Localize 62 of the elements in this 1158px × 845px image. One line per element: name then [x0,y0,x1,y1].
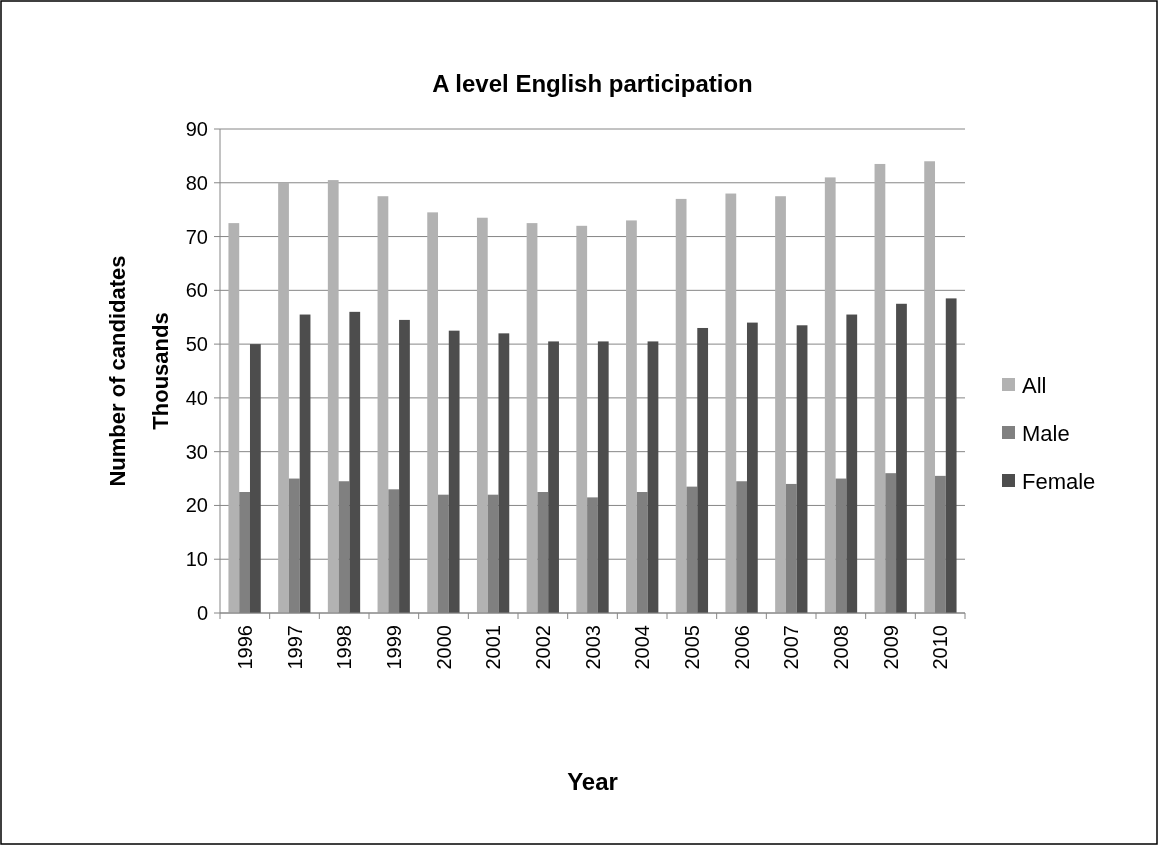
bar [675,198,687,613]
y-tick-label: 40 [185,386,208,409]
y-tick-label: 70 [185,225,208,248]
x-tick-label: 2002 [531,625,554,670]
x-tick-label: 2005 [680,625,703,670]
y-tick-label: 0 [196,602,208,624]
bar [299,314,311,613]
y-tick-label: 10 [185,548,208,571]
bar [349,311,361,613]
y-tick-label: 80 [185,171,208,194]
bar [725,193,737,613]
bar [896,303,907,613]
x-tick-label: 2010 [929,625,952,670]
bar [647,341,659,613]
bar [824,177,836,613]
bar [228,223,240,613]
bar [448,330,460,613]
x-tick-label: 1997 [283,625,306,670]
bar [548,341,559,613]
legend-label: All [1022,372,1047,398]
bar [874,163,886,613]
bar [576,225,588,613]
x-tick-label: 1996 [233,625,256,670]
bar [746,322,758,613]
legend-label: Female [1022,468,1096,494]
bar [377,196,389,613]
bar [249,344,261,613]
x-tick-label: 2004 [631,625,654,670]
x-tick-label: 1998 [333,625,356,670]
bar [498,333,510,613]
bar [476,217,488,613]
y-tick-label: 90 [185,118,208,140]
x-tick-label: 2007 [780,625,803,670]
bar [278,182,289,613]
y-tick-label: 20 [185,494,208,517]
x-axis-title: Year [567,768,618,795]
x-tick-label: 2001 [482,625,505,670]
x-tick-label: 2000 [432,625,455,670]
x-tick-label: 2009 [879,625,902,670]
bar [327,180,339,613]
bar [597,341,609,613]
y-tick-label: 50 [185,333,208,356]
x-tick-label: 2008 [829,625,852,670]
bar [697,327,709,613]
bar [427,212,439,613]
y-tick-label: 30 [185,440,208,463]
bar [775,196,786,613]
bar [846,314,858,613]
x-tick-label: 1999 [382,625,405,670]
y-axis-title: Number of candidates [105,255,130,487]
x-tick-label: 2003 [581,625,604,670]
y-tick-label: 60 [185,279,208,302]
legend-label: Male [1022,420,1070,446]
bar [399,319,410,613]
text: Thousands [148,312,173,430]
bar [626,220,637,613]
bar [526,223,538,613]
chart-title: A level English participation [432,70,753,97]
bar [945,298,957,613]
bar [924,161,936,613]
bar [796,325,808,613]
x-tick-label: 2006 [730,625,753,670]
